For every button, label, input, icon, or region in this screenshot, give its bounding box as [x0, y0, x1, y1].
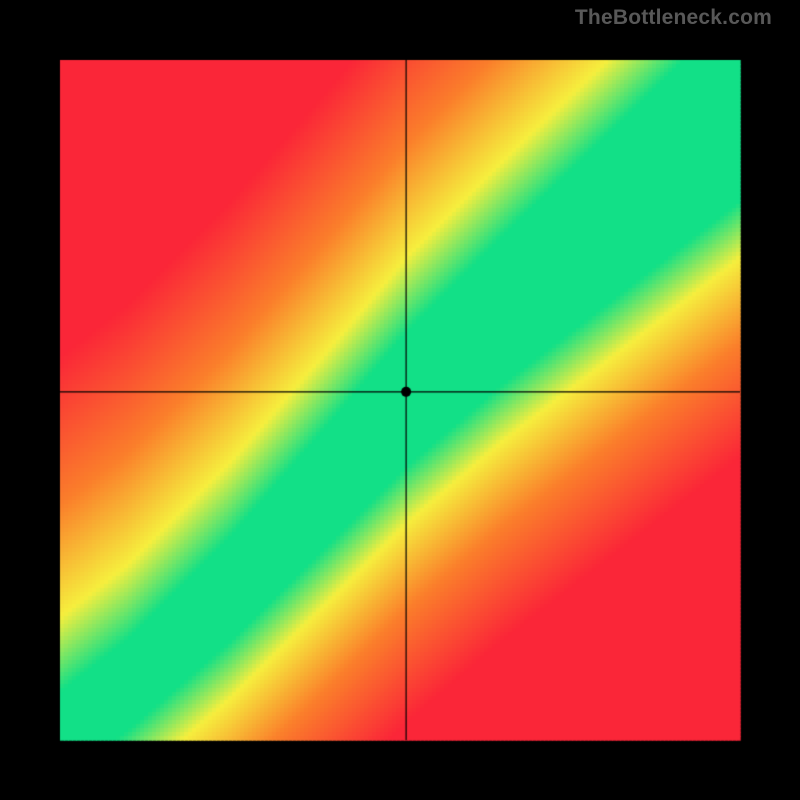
bottleneck-heatmap	[0, 0, 800, 800]
watermark-text: TheBottleneck.com	[575, 6, 772, 30]
